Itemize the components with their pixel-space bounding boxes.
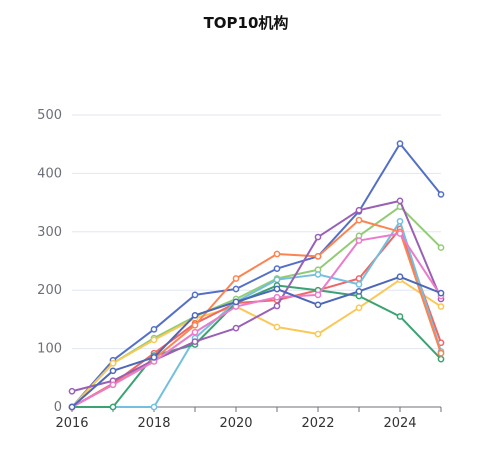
data-point[interactable] — [273, 302, 281, 310]
series-9 — [68, 230, 445, 411]
y-tick-label: 500 — [37, 108, 62, 123]
series-10 — [68, 273, 445, 411]
grid-lines — [72, 114, 441, 350]
data-point[interactable] — [191, 291, 199, 299]
series-line — [71, 199, 442, 393]
data-point[interactable] — [150, 336, 158, 344]
data-point[interactable] — [396, 313, 404, 320]
x-tick-label: 2022 — [301, 416, 334, 431]
y-tick-label: 400 — [37, 166, 62, 181]
x-tick-label: 2020 — [219, 416, 252, 431]
data-point[interactable] — [273, 285, 281, 293]
data-point[interactable] — [437, 349, 445, 357]
x-tick-label: 2018 — [137, 416, 170, 431]
data-point[interactable] — [232, 298, 240, 306]
data-point[interactable] — [396, 197, 404, 205]
chart-title: TOP10机构 — [203, 14, 289, 32]
data-point[interactable] — [355, 206, 363, 214]
data-point[interactable] — [191, 328, 199, 336]
data-point[interactable] — [396, 230, 404, 237]
y-tick-label: 100 — [37, 342, 62, 357]
data-point[interactable] — [150, 403, 158, 411]
data-point[interactable] — [109, 367, 117, 375]
series-1 — [68, 140, 445, 411]
data-point[interactable] — [314, 330, 322, 338]
data-point[interactable] — [314, 271, 322, 278]
data-point[interactable] — [109, 359, 117, 367]
data-point[interactable] — [273, 265, 281, 272]
data-point[interactable] — [109, 381, 117, 389]
y-tick-label: 200 — [37, 283, 62, 298]
data-point[interactable] — [150, 325, 158, 333]
x-tick-label: 2024 — [383, 416, 416, 431]
series-line — [72, 220, 442, 408]
axes: 0 100 200 300 400 500 2016 2018 2020 2022 2024 — [37, 108, 442, 431]
series-line — [71, 142, 442, 408]
data-point[interactable] — [437, 191, 445, 198]
series-line — [71, 275, 442, 408]
data-point[interactable] — [232, 275, 240, 282]
data-point[interactable] — [314, 233, 322, 241]
data-point[interactable] — [273, 250, 281, 258]
data-point[interactable] — [396, 273, 404, 281]
data-point[interactable] — [232, 285, 240, 293]
series-line — [72, 284, 442, 408]
data-point[interactable] — [396, 140, 404, 147]
x-tick-label: 2016 — [55, 416, 88, 431]
data-point[interactable] — [314, 301, 322, 309]
data-point[interactable] — [314, 252, 322, 260]
y-tick-label: 300 — [37, 225, 62, 240]
data-point[interactable] — [437, 244, 445, 251]
data-point[interactable] — [355, 216, 363, 224]
data-point[interactable] — [273, 293, 281, 301]
y-tick-label: 0 — [54, 400, 62, 415]
data-point[interactable] — [437, 303, 445, 310]
data-point[interactable] — [191, 338, 199, 345]
series-5 — [68, 217, 445, 411]
series-line — [71, 232, 442, 408]
data-point[interactable] — [437, 289, 445, 297]
series-line — [71, 219, 442, 408]
data-point[interactable] — [68, 387, 76, 395]
data-point[interactable] — [437, 355, 445, 363]
series-7 — [68, 216, 445, 411]
data-point[interactable] — [150, 354, 158, 361]
data-point[interactable] — [68, 403, 76, 411]
data-point[interactable] — [232, 324, 240, 332]
data-point[interactable] — [109, 403, 117, 411]
data-point[interactable] — [355, 281, 363, 288]
series-lines — [68, 140, 445, 411]
data-point[interactable] — [191, 311, 199, 319]
data-point[interactable] — [191, 321, 199, 329]
data-point[interactable] — [273, 323, 281, 331]
data-point[interactable] — [314, 291, 322, 299]
data-point[interactable] — [355, 237, 363, 244]
data-point[interactable] — [273, 276, 281, 284]
data-point[interactable] — [355, 288, 363, 295]
data-point[interactable] — [355, 304, 363, 312]
data-point[interactable] — [396, 217, 404, 225]
